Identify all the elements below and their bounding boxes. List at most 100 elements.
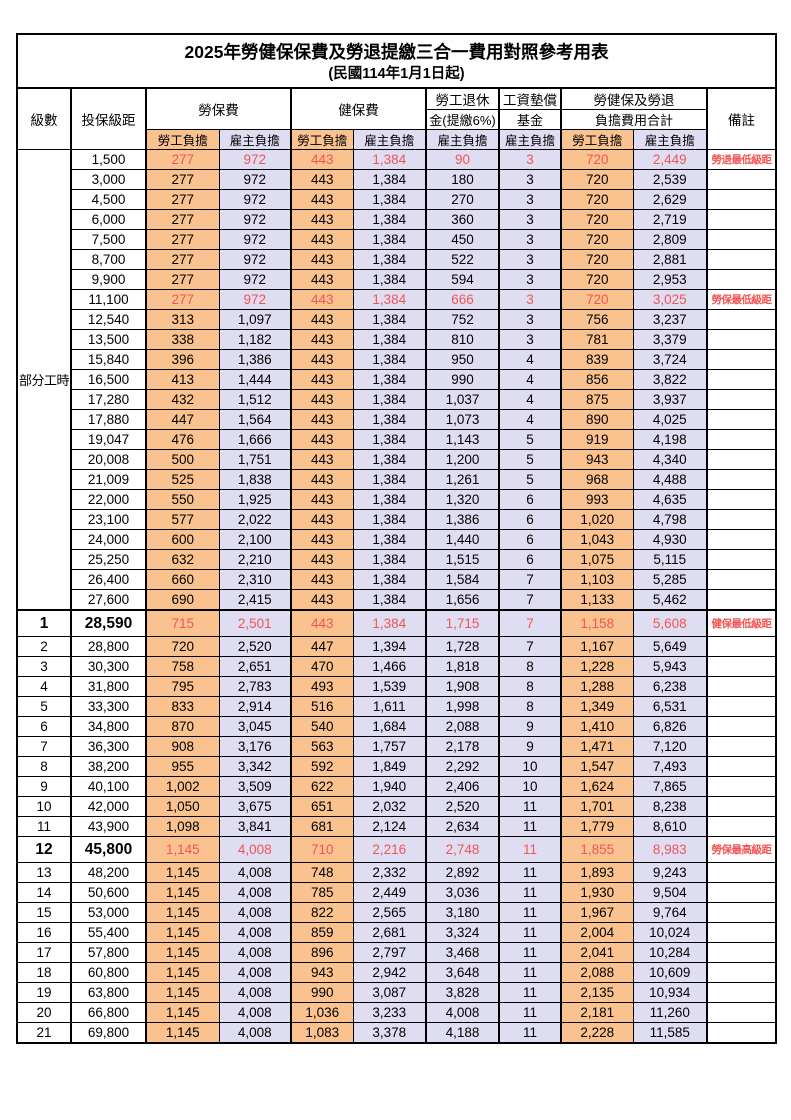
bracket-cell: 20,008 [70,449,147,470]
value-cell: 1,043 [560,529,634,550]
value-cell: 1,384 [352,229,427,250]
bracket-cell: 43,900 [70,816,147,837]
value-cell: 972 [218,189,292,210]
value-cell: 5 [498,469,562,490]
value-cell: 443 [290,269,354,290]
value-cell: 443 [290,409,354,430]
remark-cell [705,776,777,797]
level-cell: 18 [16,962,72,983]
bracket-cell: 60,800 [70,962,147,983]
bracket-cell: 53,000 [70,902,147,923]
value-cell: 2,178 [425,736,500,757]
value-cell: 1,893 [560,862,634,883]
remark-cell [705,449,777,470]
remark-cell [705,189,777,210]
col-header-pension-line2: 金(提繳6%) [425,109,500,130]
value-cell: 11 [498,816,562,837]
value-cell: 10 [498,756,562,777]
value-cell: 11 [498,1002,562,1023]
value-cell: 11 [498,982,562,1003]
value-cell: 277 [145,269,220,290]
remark-cell [705,229,777,250]
value-cell: 1,145 [145,962,220,983]
remark-cell [705,429,777,450]
value-cell: 3,087 [352,982,427,1003]
value-cell: 3 [498,209,562,230]
value-cell: 443 [290,189,354,210]
bracket-cell: 28,800 [70,636,147,657]
value-cell: 11 [498,902,562,923]
value-cell: 3 [498,269,562,290]
value-cell: 2,539 [632,169,708,190]
value-cell: 11 [498,922,562,943]
bracket-cell: 16,500 [70,369,147,390]
col-header-labor-insurance: 勞保費 [145,87,292,130]
value-cell: 810 [425,329,500,350]
table-row: 21 69,800 1,145 4,008 1,083 3,378 4,188 11 2,228… [16,1022,777,1044]
value-cell: 476 [145,429,220,450]
value-cell: 2,783 [218,676,292,697]
remark-cell [705,756,777,777]
table-row: 17,280 432 1,512 443 1,384 1,037 4 875 3,937 [17,389,777,410]
value-cell: 1,145 [145,836,220,863]
value-cell: 4,008 [218,862,292,883]
col-header-remark: 備註 [705,87,777,150]
value-cell: 443 [290,389,354,410]
value-cell: 875 [560,389,634,410]
value-cell: 4 [498,369,562,390]
value-cell: 1,384 [352,509,427,530]
value-cell: 450 [425,229,500,250]
value-cell: 11 [498,862,562,883]
table-row: 部分工時 1,500 277 972 443 1,384 90 3 720 2,449 勞退最低級距 [16,149,777,611]
value-cell: 2,942 [352,962,427,983]
table-row: 3,000 277 972 443 1,384 180 3 720 2,539 [17,169,777,190]
value-cell: 1,515 [425,549,500,570]
value-cell: 1,666 [218,429,292,450]
value-cell: 11 [498,962,562,983]
value-cell: 1,384 [352,389,427,410]
value-cell: 972 [218,149,292,170]
value-cell: 2,004 [560,922,634,943]
subheader-pension-employer: 雇主負擔 [425,129,500,150]
value-cell: 2,634 [425,816,500,837]
value-cell: 4,008 [218,902,292,923]
value-cell: 577 [145,509,220,530]
value-cell: 4,188 [425,1022,500,1044]
value-cell: 277 [145,249,220,270]
remark-cell [705,549,777,570]
value-cell: 1,394 [352,636,427,657]
value-cell: 4,008 [218,1002,292,1023]
value-cell: 993 [560,489,634,510]
value-cell: 10,024 [632,922,708,943]
value-cell: 2,032 [352,796,427,817]
value-cell: 822 [290,902,354,923]
value-cell: 5 [498,449,562,470]
value-cell: 833 [145,696,220,717]
col-header-pension-line1: 勞工退休 [425,87,500,110]
value-cell: 1,584 [425,569,500,590]
table-row: 8 38,200 955 3,342 592 1,849 2,292 10 1,547 7,493 [16,756,777,777]
table-row: 7 36,300 908 3,176 563 1,757 2,178 9 1,471 7,120 [16,736,777,757]
bracket-cell: 8,700 [70,249,147,270]
bracket-cell: 48,200 [70,862,147,883]
value-cell: 781 [560,329,634,350]
table-row: 13 48,200 1,145 4,008 748 2,332 2,892 11 1,893 9,… [16,862,777,883]
value-cell: 90 [425,149,500,170]
remark-cell [705,656,777,677]
value-cell: 1,728 [425,636,500,657]
bracket-cell: 50,600 [70,882,147,903]
value-cell: 3,675 [218,796,292,817]
value-cell: 5,115 [632,549,708,570]
spreadsheet: 2025年勞健保保費及勞退提繳三合一費用對照參考用表 (民國114年1月1日起)… [16,33,778,1044]
table-row: 7,500 277 972 443 1,384 450 3 720 2,809 [17,229,777,250]
value-cell: 4,008 [218,922,292,943]
value-cell: 277 [145,289,220,310]
value-cell: 3,045 [218,716,292,737]
value-cell: 516 [290,696,354,717]
value-cell: 2,892 [425,862,500,883]
value-cell: 5,608 [632,609,708,637]
value-cell: 8 [498,676,562,697]
value-cell: 3,937 [632,389,708,410]
value-cell: 1,471 [560,736,634,757]
value-cell: 10,284 [632,942,708,963]
